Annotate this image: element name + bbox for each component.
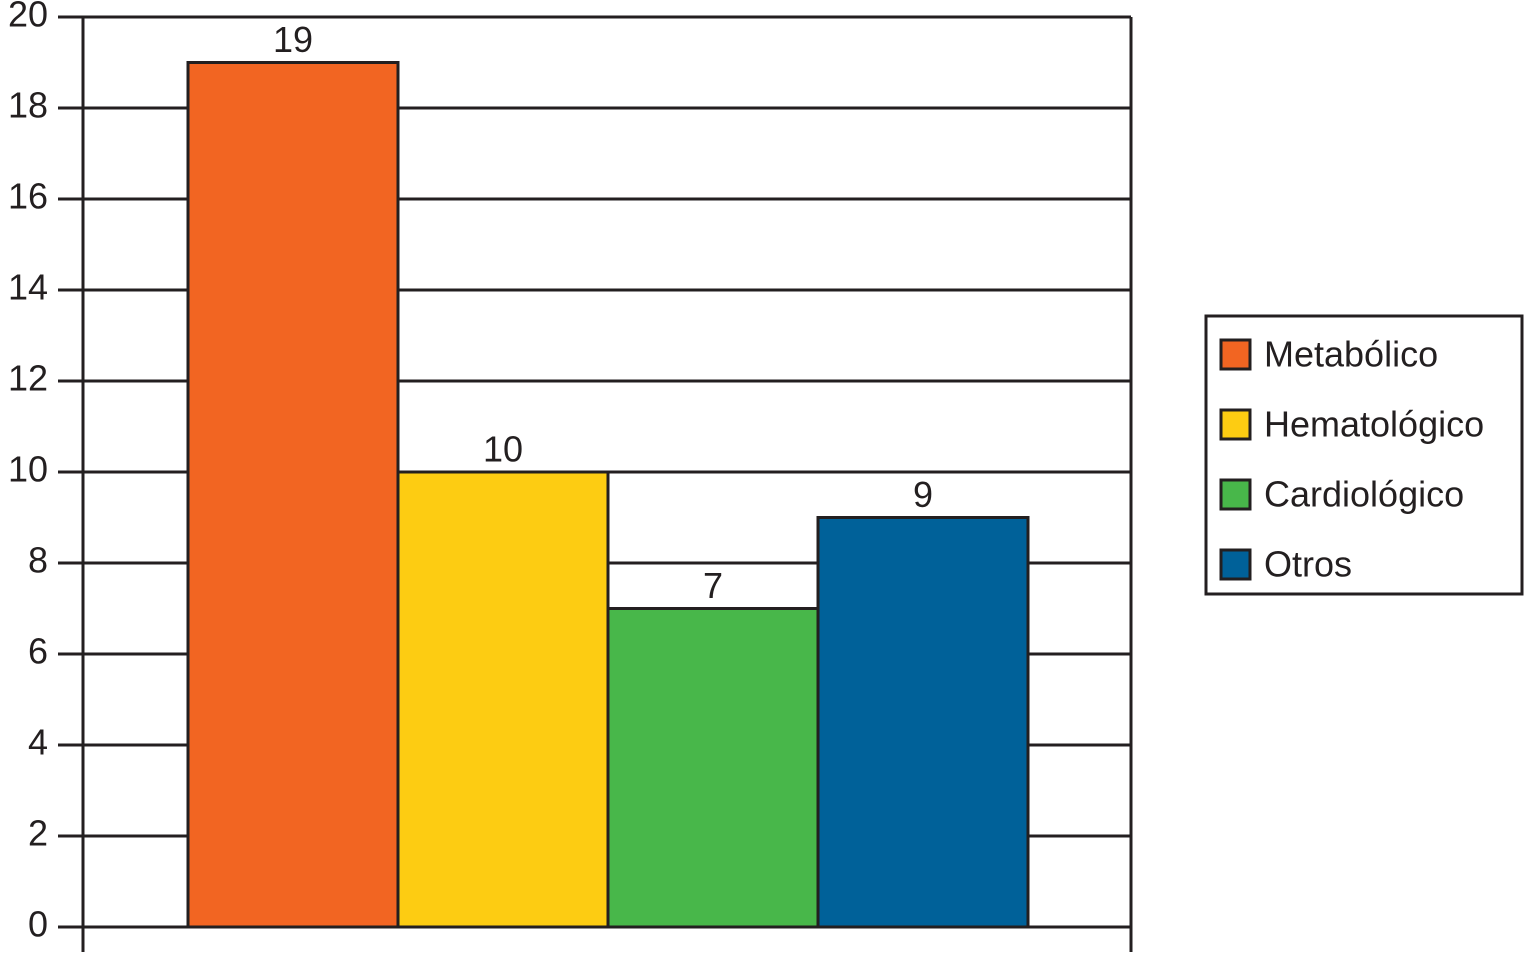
legend-box: [1204, 314, 1524, 596]
legend-label: Cardiológico: [1264, 474, 1464, 515]
bar: [816, 516, 1030, 929]
y-tick-label: 6: [28, 631, 48, 672]
legend-swatch: [1219, 478, 1252, 511]
y-tick-label: 8: [28, 540, 48, 581]
y-tick-label: 16: [8, 176, 48, 217]
y-tick-label: 18: [8, 85, 48, 126]
legend-label: Otros: [1264, 544, 1352, 585]
y-tick-label: 4: [28, 722, 48, 763]
y-tick-label: 20: [8, 0, 48, 35]
value-label: 19: [273, 19, 313, 60]
bar: [396, 470, 610, 929]
legend-swatch: [1219, 548, 1252, 581]
y-tick-label: 14: [8, 267, 48, 308]
value-label: 7: [703, 565, 723, 606]
y-tick-label: 2: [28, 813, 48, 854]
y-tick-label: 10: [8, 449, 48, 490]
y-tick-label: 12: [8, 358, 48, 399]
bar: [186, 61, 400, 929]
legend-label: Metabólico: [1264, 334, 1438, 375]
bar: [606, 607, 820, 929]
value-label: 10: [483, 429, 523, 470]
value-label: 9: [913, 474, 933, 515]
legend-label: Hematológico: [1264, 404, 1484, 445]
legend-swatch: [1219, 338, 1252, 371]
y-tick-label: 0: [28, 904, 48, 945]
legend-swatch: [1219, 408, 1252, 441]
